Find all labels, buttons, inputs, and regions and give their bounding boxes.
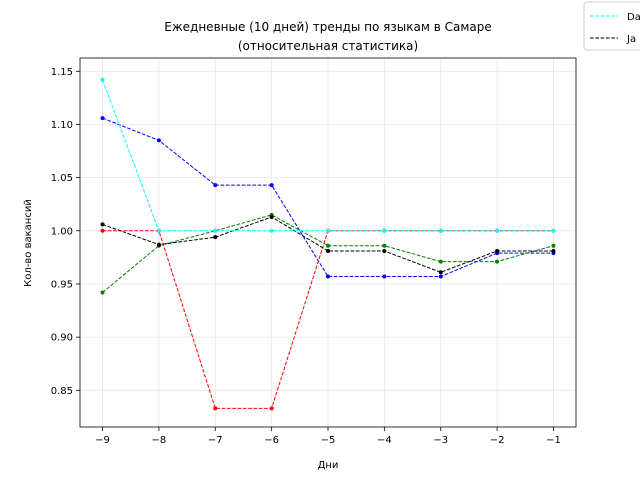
legend-label: Da — [627, 12, 640, 23]
x-tick-label: −7 — [208, 435, 223, 446]
data-point — [100, 290, 105, 295]
data-point — [495, 249, 500, 254]
x-tick-label: −5 — [321, 435, 336, 446]
data-point — [438, 228, 443, 233]
x-tick-label: −6 — [264, 435, 279, 446]
data-point — [495, 228, 500, 233]
data-point — [213, 406, 218, 411]
x-axis-label: Дни — [318, 460, 339, 471]
legend: Da Ja — [583, 1, 640, 51]
chart-title: Ежедневные (10 дней) тренды по языкам в … — [164, 20, 491, 34]
series-lines — [100, 77, 556, 411]
y-tick-label: 0.90 — [51, 333, 73, 344]
data-point — [156, 242, 161, 247]
data-point — [269, 214, 274, 219]
data-point — [326, 274, 330, 279]
x-tick-label: −9 — [95, 435, 110, 446]
data-point — [326, 249, 330, 254]
data-point — [100, 222, 105, 227]
data-point — [551, 228, 556, 233]
data-point — [100, 228, 105, 233]
data-point — [382, 243, 387, 248]
x-tick-label: −1 — [546, 435, 561, 446]
y-tick-label: 1.10 — [51, 120, 73, 131]
data-point — [438, 274, 443, 279]
y-tick-label: 1.15 — [51, 67, 73, 78]
y-axis-label: Кол-во вакансий — [23, 199, 34, 287]
data-point — [382, 249, 387, 254]
data-point — [326, 243, 330, 248]
data-point — [438, 259, 443, 264]
data-point — [269, 183, 274, 188]
data-point — [213, 183, 218, 188]
data-point — [213, 235, 218, 240]
data-point — [382, 228, 387, 233]
x-tick-label: −2 — [490, 435, 505, 446]
data-point — [269, 406, 274, 411]
data-point — [156, 138, 161, 143]
data-point — [382, 274, 387, 279]
series-0 — [100, 77, 556, 233]
axes: −9 −8 −7 −6 −5 −4 −3 −2 −1 0.85 0.90 0.95 1.00 1.05 1.… — [51, 67, 561, 446]
data-point — [156, 228, 161, 233]
x-tick-label: −3 — [433, 435, 448, 446]
data-point — [100, 116, 105, 121]
data-point — [100, 77, 105, 82]
y-tick-label: 0.95 — [51, 279, 73, 290]
data-point — [326, 228, 330, 233]
legend-label: Ja — [626, 34, 636, 45]
y-tick-label: 1.00 — [51, 226, 73, 237]
data-point — [551, 243, 556, 248]
data-point — [213, 228, 218, 233]
y-tick-label: 0.85 — [51, 386, 73, 397]
data-point — [551, 249, 556, 254]
x-tick-label: −4 — [377, 435, 392, 446]
chart-subtitle: (относительная статистика) — [238, 39, 418, 53]
x-tick-label: −8 — [152, 435, 167, 446]
series-1 — [100, 214, 556, 275]
series-line — [102, 216, 554, 273]
data-point — [438, 270, 443, 275]
data-point — [269, 228, 274, 233]
y-tick-label: 1.05 — [51, 173, 73, 184]
series-line — [102, 214, 554, 293]
data-point — [495, 259, 500, 264]
